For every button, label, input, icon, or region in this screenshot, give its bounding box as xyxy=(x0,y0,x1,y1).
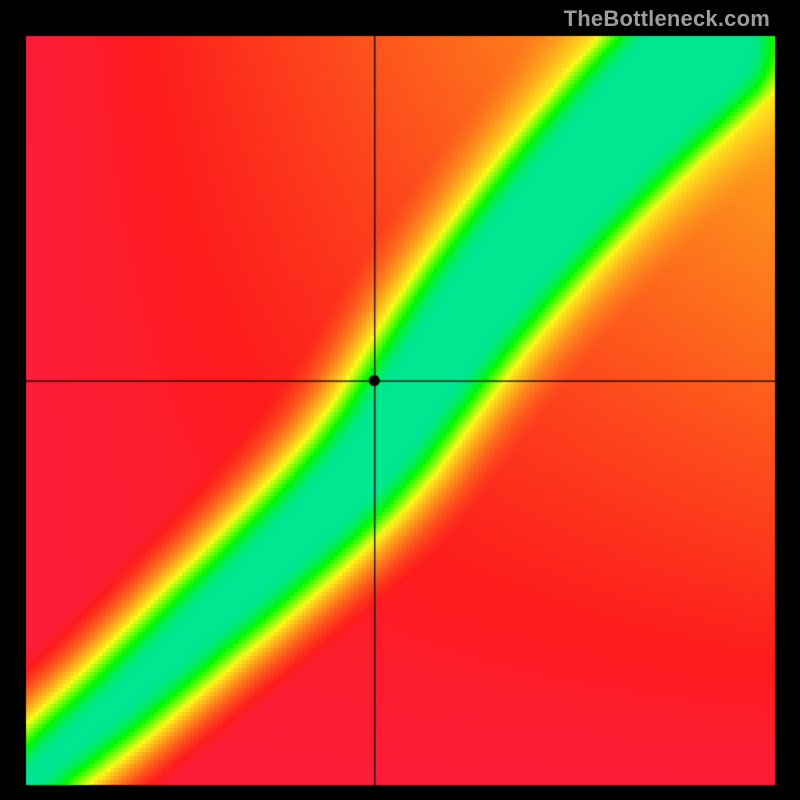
bottleneck-heatmap xyxy=(0,0,800,800)
chart-container: { "watermark": { "text": "TheBottleneck.… xyxy=(0,0,800,800)
watermark-text: TheBottleneck.com xyxy=(564,6,770,32)
